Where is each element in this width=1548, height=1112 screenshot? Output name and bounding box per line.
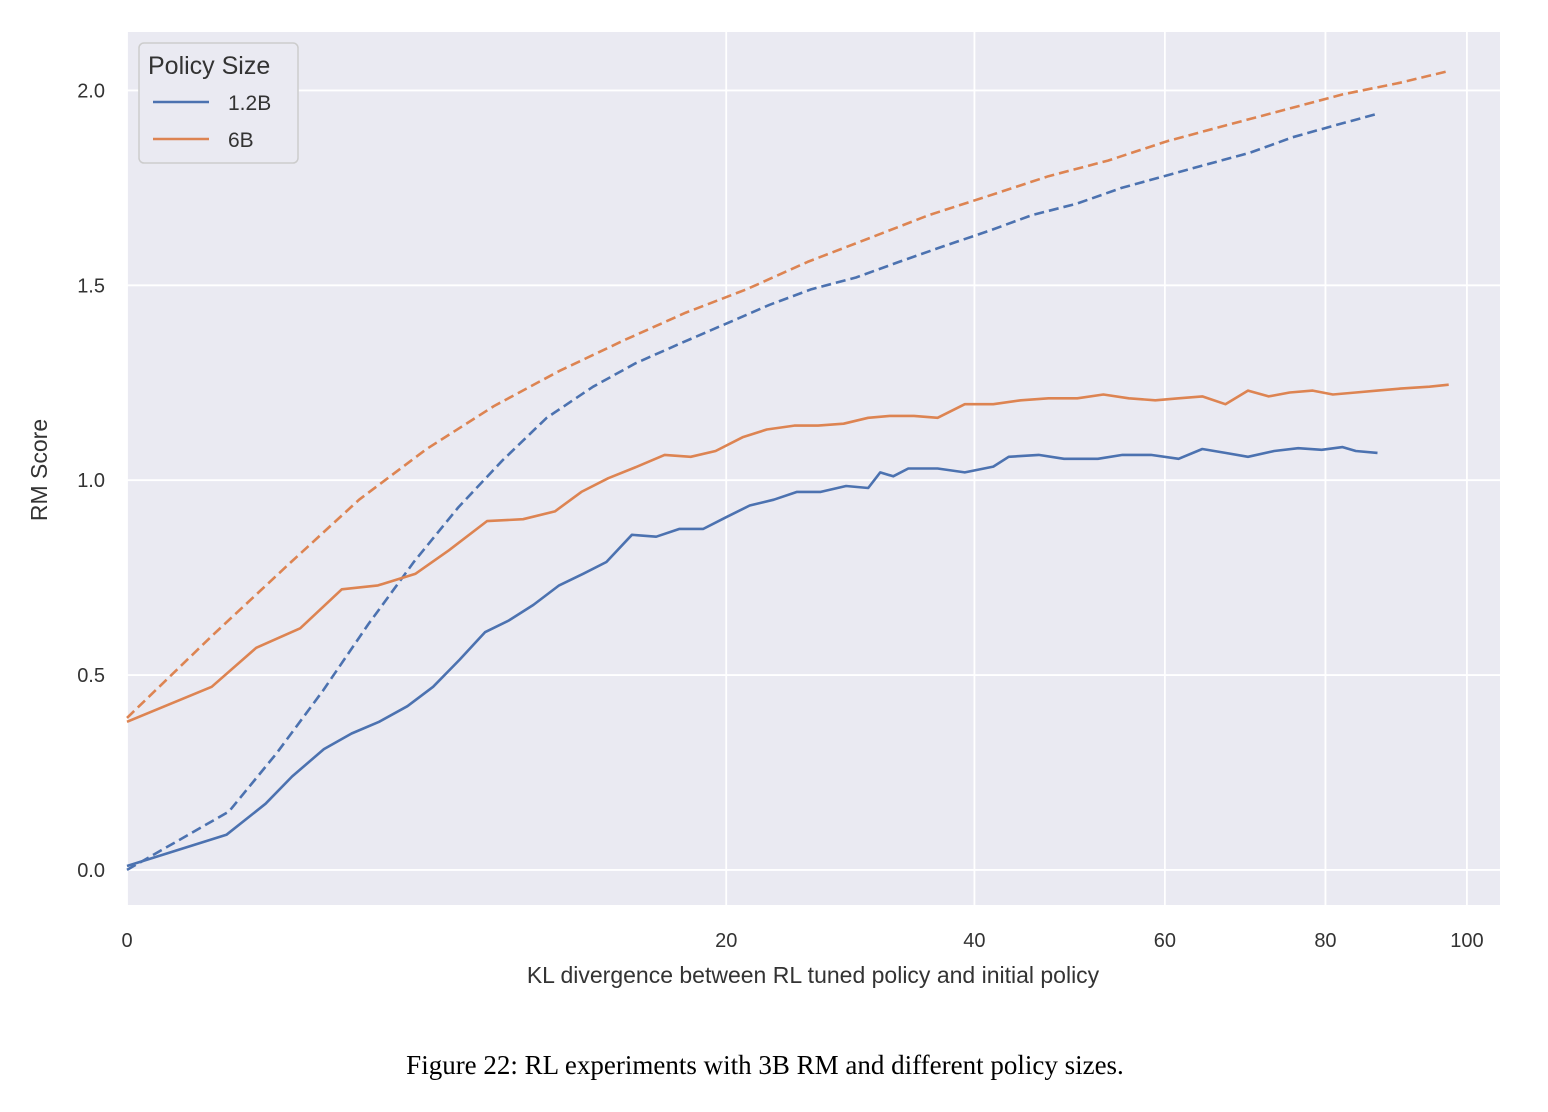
y-tick-label: 1.5 [77,275,105,297]
y-axis-label: RM Score [26,419,52,521]
x-tick-label: 60 [1154,930,1176,952]
legend: Policy Size 1.2B 6B [138,42,299,164]
x-axis-label: KL divergence between RL tuned policy an… [527,962,1100,988]
plot-area [127,32,1500,905]
series-line-1-2b-dashed [126,112,1378,872]
series-layer [126,69,1450,872]
tick-labels: 0.0 0.5 1.0 1.5 2.0 0 20 40 60 80 100 [77,80,1483,952]
legend-label-6b: 6B [228,129,254,152]
y-tick-label: 0.5 [77,665,105,687]
grid [126,32,1500,905]
y-tick-label: 0.0 [77,860,105,882]
series-line-6b-dashed [126,69,1450,719]
series-line-1-2b-solid [126,445,1378,868]
x-tick-label: 80 [1314,930,1336,952]
legend-title: Policy Size [148,52,270,80]
x-tick-label: 100 [1450,930,1483,952]
y-tick-label: 1.0 [77,470,105,492]
x-tick-label: 20 [715,930,737,952]
x-tick-label: 0 [121,930,132,952]
x-tick-label: 40 [963,930,985,952]
legend-label-1-2b: 1.2B [228,92,271,115]
legend-frame [138,42,299,164]
figure-caption: Figure 22: RL experiments with 3B RM and… [406,1050,1124,1080]
y-tick-label: 2.0 [77,80,105,102]
series-line-6b-solid [126,383,1449,724]
